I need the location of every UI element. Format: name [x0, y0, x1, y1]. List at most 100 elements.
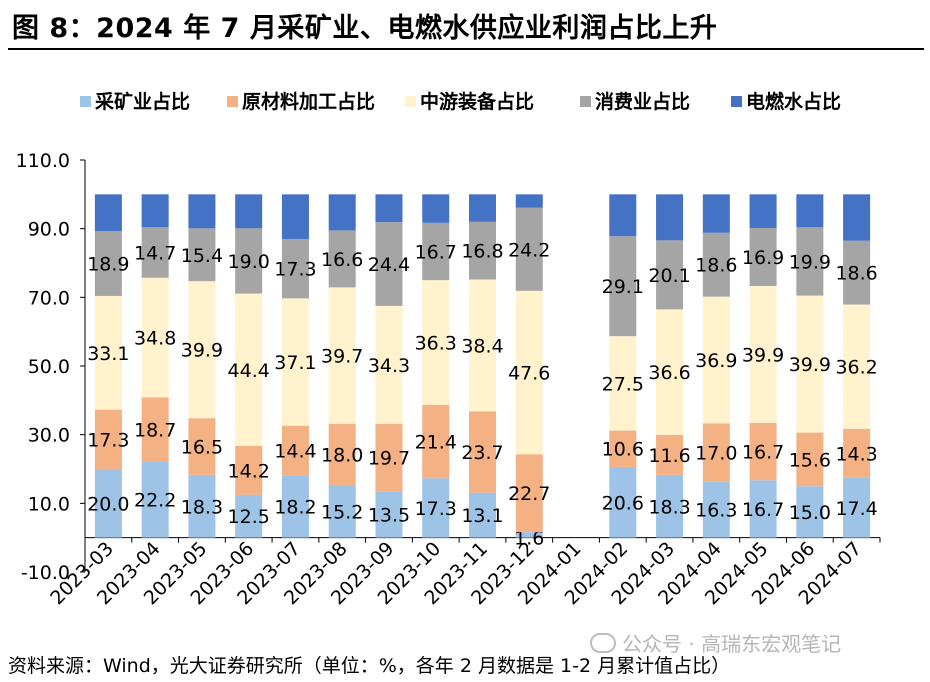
bar-segment — [749, 422, 777, 481]
data-label: 18.6 — [695, 255, 737, 277]
bar-segment — [328, 230, 356, 288]
data-label: 16.7 — [742, 442, 784, 464]
bar-segment — [609, 194, 637, 237]
bar-segment — [515, 454, 543, 533]
data-label: 38.4 — [461, 335, 503, 357]
data-label: 36.9 — [695, 350, 737, 372]
bar-segment — [796, 194, 824, 228]
bar-segment — [796, 486, 824, 538]
bar-segment — [796, 432, 824, 487]
y-tick-label: 10.0 — [28, 493, 70, 515]
data-label: 24.2 — [508, 239, 550, 261]
legend-label: 电燃水占比 — [746, 90, 841, 113]
data-label: 16.6 — [321, 249, 363, 271]
data-label: 16.9 — [742, 247, 784, 269]
bar-segment — [281, 298, 309, 426]
bar-segment — [141, 194, 169, 228]
bar-segment — [656, 194, 684, 241]
bar-segment — [843, 428, 871, 478]
bar-segment — [235, 228, 263, 294]
data-label: 16.3 — [695, 500, 737, 522]
legend-label: 原材料加工占比 — [242, 90, 375, 113]
bar-segment — [94, 409, 122, 469]
bar-segment — [422, 478, 450, 538]
data-label: 36.6 — [648, 362, 690, 384]
bar-segment — [188, 281, 216, 419]
title-divider — [8, 48, 924, 50]
bar-segment — [469, 279, 496, 412]
data-label: 18.3 — [648, 496, 690, 518]
bar-segment — [328, 423, 356, 486]
data-label: 19.0 — [228, 251, 270, 273]
bar-segment — [609, 336, 637, 431]
watermark-text: 公众号 · 高瑞东宏观笔记 — [622, 632, 842, 656]
bar-segment — [515, 207, 543, 291]
bar-segment — [375, 222, 403, 306]
bar-segment — [235, 445, 263, 495]
data-label: 16.7 — [742, 499, 784, 521]
bar-segment — [422, 194, 450, 223]
bar-segment — [188, 194, 216, 229]
data-label: 16.7 — [415, 241, 457, 263]
data-label: 13.5 — [368, 504, 410, 526]
bar-segment — [609, 236, 637, 337]
data-label: 33.1 — [87, 343, 129, 365]
data-label: 14.2 — [228, 460, 270, 482]
data-label: 14.4 — [274, 440, 316, 462]
bar-segment — [281, 194, 309, 239]
bar-segment — [141, 461, 169, 538]
bar-segment — [749, 227, 777, 287]
bar-segment — [469, 194, 496, 222]
bar-segment — [843, 477, 871, 538]
bar-segment — [375, 305, 403, 424]
legend-swatch — [80, 96, 91, 107]
data-label: 19.7 — [368, 447, 410, 469]
legend-label: 消费业占比 — [595, 90, 690, 113]
data-label: 18.0 — [321, 445, 363, 467]
legend-label: 采矿业占比 — [95, 90, 190, 113]
bar-segment — [141, 397, 169, 462]
data-label: 18.9 — [87, 254, 129, 276]
bar-segment — [94, 295, 122, 410]
data-label: 18.3 — [181, 496, 223, 518]
bar-segment — [515, 532, 543, 538]
data-label: 39.9 — [742, 344, 784, 366]
bar-segment — [235, 494, 263, 538]
data-label: 15.4 — [181, 245, 223, 267]
bar-segment — [469, 492, 496, 538]
data-label: 12.5 — [228, 506, 270, 528]
legend-swatch — [580, 96, 591, 107]
data-label: 44.4 — [228, 360, 270, 382]
bar-segment — [188, 228, 216, 282]
data-label: 34.8 — [134, 328, 176, 350]
bar-segment — [281, 238, 309, 299]
data-label: 29.1 — [602, 276, 644, 298]
bar-segment — [843, 194, 871, 241]
data-label: 39.9 — [181, 340, 223, 362]
bar-segment — [843, 240, 871, 305]
y-tick-label: 50.0 — [28, 356, 70, 378]
bar-segment — [609, 430, 637, 467]
bar-segment — [94, 231, 122, 296]
y-tick-label: 110.0 — [16, 150, 70, 172]
y-tick-label: -10.0 — [21, 562, 70, 584]
bar-segment — [422, 280, 450, 405]
bar-segment — [796, 227, 824, 296]
bar-segment — [188, 474, 216, 538]
y-tick-label: 70.0 — [28, 287, 70, 309]
bar-segment — [843, 304, 871, 429]
data-label: 17.4 — [835, 498, 877, 520]
data-label: 27.5 — [602, 373, 644, 395]
data-label: 17.3 — [87, 429, 129, 451]
legend-swatch — [405, 96, 416, 107]
data-label: 20.0 — [87, 493, 129, 515]
y-tick-label: 90.0 — [28, 219, 70, 241]
bar-segment — [375, 194, 403, 223]
data-label: 18.7 — [134, 419, 176, 441]
data-label: 14.3 — [835, 443, 877, 465]
bar-segment — [749, 480, 777, 538]
data-label: 20.1 — [648, 265, 690, 287]
data-label: 47.6 — [508, 363, 550, 385]
data-label: 36.2 — [835, 357, 877, 379]
data-label: 21.4 — [415, 432, 457, 454]
